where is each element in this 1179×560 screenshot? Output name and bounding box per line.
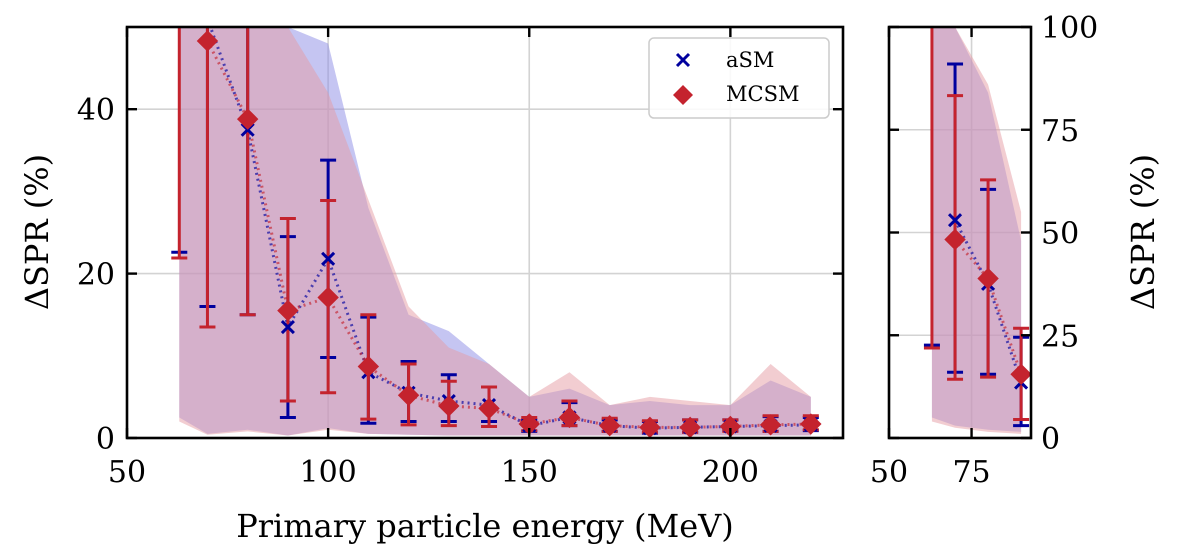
main-ytick-label-0: 0 xyxy=(96,422,115,457)
main-point-mcsm-160 xyxy=(558,406,581,429)
legend-box xyxy=(648,37,830,119)
main-point-mcsm-90 xyxy=(277,299,299,322)
main-point-asm-100 xyxy=(321,251,336,266)
legend-asm-x-marker xyxy=(675,52,691,68)
main-point-mcsm-120 xyxy=(397,384,420,406)
main-line-mcsm xyxy=(206,40,811,429)
zoom-point-asm-70 xyxy=(947,213,963,228)
main-point-mcsm-80 xyxy=(236,108,259,130)
main-xtick-label-200: 200 xyxy=(702,455,759,490)
main-point-mcsm-210 xyxy=(759,414,782,436)
main-xtick-label-100: 100 xyxy=(299,455,356,490)
main-point-mcsm-110 xyxy=(357,355,380,378)
legend-label-asm: aSM xyxy=(726,48,774,72)
zoom-ticks: 50 75 0 25 50 75 100 xyxy=(870,11,1098,490)
zoom-xtick-label-75: 75 xyxy=(952,455,990,490)
main-point-mcsm-220 xyxy=(800,413,822,435)
zoom-ytick-label-50: 50 xyxy=(1041,217,1079,252)
main-panel: 50 100 150 200 0 20 40 aSM MCSM Primary partic… xyxy=(18,13,845,545)
main-point-mcsm-140 xyxy=(478,397,500,420)
main-point-mcsm-100 xyxy=(317,286,339,309)
main-xtick-label-50: 50 xyxy=(108,455,146,490)
main-point-asm-90 xyxy=(280,319,295,335)
zoom-panel: 50 75 0 25 50 75 100 ΔSPR (%) xyxy=(870,11,1162,490)
zoom-point-mcsm-90 xyxy=(1010,363,1031,386)
zoom-markers xyxy=(944,213,1031,390)
main-y-axis-label: ΔSPR (%) xyxy=(18,154,56,310)
legend-label-mcsm: MCSM xyxy=(726,82,799,106)
zoom-ytick-label-25: 25 xyxy=(1041,319,1079,354)
zoom-ytick-label-75: 75 xyxy=(1041,114,1079,149)
main-ytick-label-40: 40 xyxy=(77,93,115,128)
zoom-band-mcsm xyxy=(931,27,1022,434)
legend-mcsm-diamond-marker xyxy=(673,85,693,105)
legend-marker-asm xyxy=(675,52,691,68)
main-point-asm-70 xyxy=(201,13,213,25)
main-band-mcsm xyxy=(179,27,811,436)
main-xtick-label-150: 150 xyxy=(501,455,558,490)
main-series-lines xyxy=(206,27,811,430)
x-axis-label: Primary particle energy (MeV) xyxy=(236,507,734,545)
main-point-mcsm-170 xyxy=(598,414,621,437)
main-ytick-label-20: 20 xyxy=(77,258,115,293)
main-markers xyxy=(196,13,822,438)
main-point-mcsm-130 xyxy=(438,395,460,417)
zoom-point-mcsm-70 xyxy=(944,228,966,251)
zoom-uncertainty-bands xyxy=(931,27,1022,434)
main-ticks: 50 100 150 200 0 20 40 xyxy=(77,27,843,490)
zoom-point-mcsm-80 xyxy=(977,267,999,290)
main-axes-frame xyxy=(125,25,845,440)
zoom-ytick-label-100: 100 xyxy=(1041,11,1098,46)
legend-marker-mcsm xyxy=(673,85,693,105)
zoom-y-axis-label: ΔSPR (%) xyxy=(1124,154,1162,310)
main-point-mcsm-70 xyxy=(196,30,219,52)
zoom-ytick-label-0: 0 xyxy=(1041,422,1060,457)
zoom-xtick-label-50: 50 xyxy=(870,455,908,490)
legend: aSM MCSM xyxy=(648,37,830,119)
main-uncertainty-bands xyxy=(179,27,811,436)
